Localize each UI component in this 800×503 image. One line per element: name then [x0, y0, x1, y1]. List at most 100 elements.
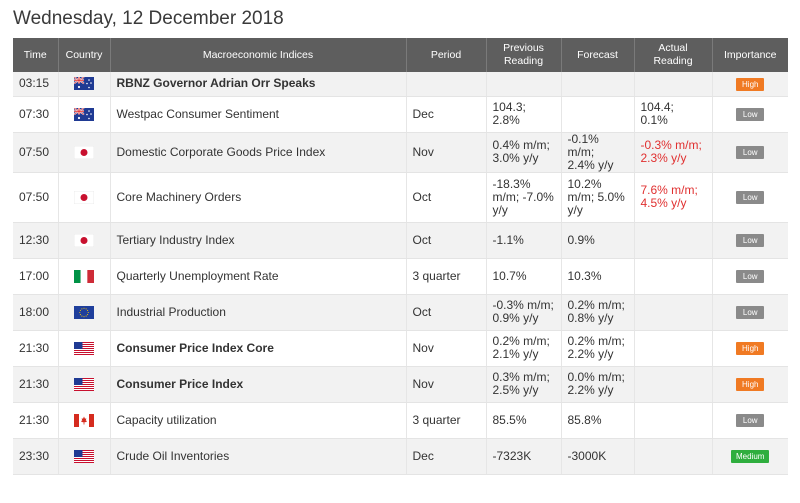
- forecast-cell: [561, 96, 635, 133]
- importance-badge: Low: [736, 414, 765, 427]
- period-cell: Oct: [406, 294, 487, 331]
- time-cell: 21:30: [13, 402, 59, 439]
- previous-value-line: y/y: [492, 202, 508, 217]
- importance-cell: High: [712, 330, 788, 367]
- previous-value-line: 2.8%: [492, 113, 520, 127]
- period-cell: 3 quarter: [406, 258, 487, 295]
- event-name[interactable]: Westpac Consumer Sentiment: [110, 96, 407, 133]
- period-cell: [406, 72, 487, 97]
- table-header-row: Time Country Macroeconomic Indices Perio…: [13, 38, 788, 72]
- table-row[interactable]: 03:15 RBNZ Governor Adrian Orr Speaks High: [13, 72, 788, 97]
- previous-value-line: -7323K: [492, 448, 532, 463]
- time-cell: 23:30: [13, 438, 59, 475]
- actual-value-line: -0.3% m/m;: [640, 138, 702, 152]
- country-cell: [58, 366, 111, 403]
- table-row[interactable]: 07:50 Core Machinery Orders Oct -18.3% m/m; …: [13, 172, 788, 223]
- column-header-previous-line1: Previous: [503, 42, 544, 54]
- importance-badge: Low: [736, 108, 765, 121]
- time-cell: 07:50: [13, 132, 59, 173]
- actual-value-line: 2.3% y/y: [640, 151, 687, 165]
- previous-reading-cell: -18.3% m/m; -7.0% y/y: [486, 172, 562, 223]
- table-row[interactable]: 12:30 Tertiary Industry Index Oct -1.1% 0.9%…: [13, 222, 788, 259]
- forecast-value-line: 85.8%: [567, 412, 602, 427]
- forecast-value-line: 0.8% y/y: [567, 311, 614, 325]
- country-cell: [58, 294, 111, 331]
- previous-value-line: -18.3%: [492, 176, 531, 191]
- forecast-value-line: 0.2% m/m;: [567, 298, 625, 312]
- previous-reading-cell: 104.3; 2.8%: [486, 96, 562, 133]
- table-row[interactable]: 21:30 Capacity utilization 3 quarter 85.5% 8…: [13, 402, 788, 439]
- previous-value-line: 104.3;: [492, 100, 526, 114]
- table-body: 03:15 RBNZ Governor Adrian Orr Speaks High…: [13, 72, 788, 475]
- event-name[interactable]: Consumer Price Index: [110, 366, 407, 403]
- forecast-cell: 0.0% m/m; 2.2% y/y: [561, 366, 635, 403]
- forecast-value-line: 10.3%: [567, 268, 602, 283]
- actual-reading-cell: [634, 72, 713, 97]
- importance-badge: Low: [736, 191, 765, 204]
- event-name[interactable]: Industrial Production: [110, 294, 407, 331]
- table-row[interactable]: 07:50 Domestic Corporate Goods Price Inde…: [13, 132, 788, 173]
- importance-cell: Low: [712, 96, 788, 133]
- column-header-actual: Actual Reading: [634, 38, 713, 72]
- forecast-cell: 10.3%: [561, 258, 635, 295]
- japan-flag-icon: [74, 190, 94, 204]
- time-cell: 21:30: [13, 330, 59, 367]
- event-name[interactable]: Tertiary Industry Index: [110, 222, 407, 259]
- forecast-value-line: 0.2% m/m;: [567, 334, 625, 348]
- eu-flag-icon: [74, 305, 94, 319]
- importance-cell: High: [712, 366, 788, 403]
- previous-reading-cell: [486, 72, 562, 97]
- previous-value-line: -0.3% m/m;: [492, 298, 554, 312]
- period-cell: Oct: [406, 222, 487, 259]
- event-name[interactable]: Consumer Price Index Core: [110, 330, 407, 367]
- importance-cell: High: [712, 72, 788, 97]
- importance-badge: High: [736, 378, 765, 391]
- previous-value-line: 3.0% y/y: [492, 151, 539, 165]
- actual-value-line: 4.5% y/y: [640, 196, 687, 210]
- country-cell: [58, 222, 111, 259]
- period-cell: Dec: [406, 96, 487, 133]
- event-name[interactable]: Crude Oil Inventories: [110, 438, 407, 475]
- time-cell: 07:50: [13, 172, 59, 223]
- forecast-value-line: y/y: [567, 202, 583, 217]
- table-row[interactable]: 21:30 Consumer Price Index Core Nov 0.2% m/…: [13, 330, 788, 367]
- importance-cell: Low: [712, 258, 788, 295]
- previous-value-line: 0.4% m/m;: [492, 138, 550, 152]
- table-row[interactable]: 07:30 Westpac Consumer Sentiment Dec 104.3;…: [13, 96, 788, 133]
- actual-reading-cell: 7.6% m/m; 4.5% y/y: [634, 172, 713, 223]
- time-cell: 21:30: [13, 366, 59, 403]
- table-row[interactable]: 23:30 Crude Oil Inventories Dec -7323K -3000…: [13, 438, 788, 475]
- forecast-cell: 0.9%: [561, 222, 635, 259]
- table-row[interactable]: 17:00 Quarterly Unemployment Rate 3 quarte…: [13, 258, 788, 295]
- event-name[interactable]: Quarterly Unemployment Rate: [110, 258, 407, 295]
- previous-value-line: 0.2% m/m;: [492, 334, 550, 348]
- importance-cell: Medium: [712, 438, 788, 475]
- importance-badge: Medium: [731, 450, 770, 463]
- country-cell: [58, 438, 111, 475]
- importance-badge: High: [736, 342, 765, 355]
- event-name[interactable]: Capacity utilization: [110, 402, 407, 439]
- table-row[interactable]: 18:00 Industrial Production Oct -0.3% m/m; 0…: [13, 294, 788, 331]
- importance-badge: Low: [736, 270, 765, 283]
- column-header-time: Time: [13, 38, 59, 72]
- period-cell: Nov: [406, 132, 487, 173]
- actual-reading-cell: [634, 402, 713, 439]
- previous-value-line: 2.1% y/y: [492, 347, 539, 361]
- country-cell: [58, 132, 111, 173]
- actual-reading-cell: [634, 222, 713, 259]
- actual-reading-cell: [634, 258, 713, 295]
- forecast-value-line: m/m; 5.0%: [567, 189, 625, 204]
- table-row[interactable]: 21:30 Consumer Price Index Nov 0.3% m/m; 2.5…: [13, 366, 788, 403]
- country-cell: [58, 96, 111, 133]
- previous-value-line: 2.5% y/y: [492, 383, 539, 397]
- italy-flag-icon: [74, 269, 94, 283]
- event-name[interactable]: Core Machinery Orders: [110, 172, 407, 223]
- actual-value-line: 7.6% m/m;: [640, 183, 698, 197]
- event-name[interactable]: RBNZ Governor Adrian Orr Speaks: [110, 72, 407, 97]
- event-name[interactable]: Domestic Corporate Goods Price Index: [110, 132, 407, 173]
- forecast-value-line: 0.0% m/m;: [567, 370, 625, 384]
- importance-badge: Low: [736, 146, 765, 159]
- forecast-cell: 0.2% m/m; 2.2% y/y: [561, 330, 635, 367]
- forecast-value-line: 2.2% y/y: [567, 347, 614, 361]
- forecast-cell: -3000K: [561, 438, 635, 475]
